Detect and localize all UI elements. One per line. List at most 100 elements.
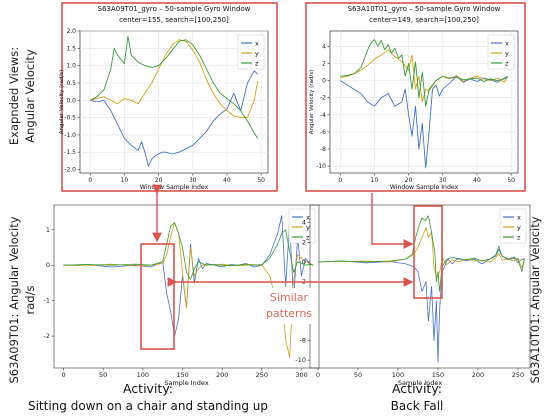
zoom_right-ytick-label: 4 — [322, 43, 326, 50]
similar-patterns-line2: patterns — [266, 307, 312, 320]
zoom_left-series-z-line — [90, 35, 259, 139]
zoom_left-subtitle: center=155, search=[100,250] — [119, 16, 229, 24]
zoom_right-xtick-label: 10 — [371, 177, 379, 184]
main_left-legend-label-y: y — [306, 223, 310, 231]
zoom_right-xtick-label: 20 — [405, 177, 413, 184]
zoom_left-ytick-label: 0.5 — [66, 80, 76, 87]
main_right-ytick-label: 2 — [302, 238, 306, 246]
zoom_left-legend-label-z: z — [255, 59, 259, 67]
chart-zoom-left: -2.0 -1.5 -1.0 -0.5 0.0 0.5 1.0 1.5 2.0 0 10 20 30 40… — [59, 5, 269, 191]
zoom_right-series-y-line — [340, 49, 509, 103]
main_right-xtick-label: 100 — [392, 371, 404, 379]
zoom_right-ytick-label: -8 — [320, 146, 326, 153]
main_right-legend-label-z: z — [517, 233, 521, 241]
main_right-legend-label-x: x — [517, 213, 521, 221]
main_right-xtick-label: 0 — [316, 371, 320, 379]
zoom_right-series-x-line — [340, 75, 508, 169]
zoom_left-xtick-label: 50 — [257, 177, 265, 184]
highlight-box-right — [413, 205, 443, 299]
right-activity-text: Back Fall — [391, 399, 444, 413]
main_left-legend-label-x: x — [306, 213, 310, 221]
zoom_right-xlabel: Window Sample Index — [390, 184, 459, 191]
zoom_left-xtick-label: 0 — [88, 177, 92, 184]
zoom_left-series-x-line — [90, 70, 259, 167]
main_left-xtick-label: 0 — [61, 371, 65, 379]
zoom_left-ytick-label: 2.0 — [66, 28, 76, 35]
main_left-ytick-label: -1 — [44, 297, 50, 305]
main_right-series-y-line — [317, 227, 525, 278]
right-activity-title: Activity: — [392, 381, 442, 396]
right-ylabel-line1: S63A10T01: Angular Velocity — [528, 216, 542, 383]
main_right-series-z-line — [317, 215, 525, 292]
zoom_left-xtick-label: 40 — [223, 177, 231, 184]
zoom_left-xtick-label: 10 — [121, 177, 129, 184]
main_right-ytick-label: 4 — [302, 219, 306, 227]
expanded-label-line1: Exapnded Views: — [7, 47, 21, 145]
zoom_left-ylabel: Angular Velocity (rad/s) — [59, 70, 65, 135]
zoom-connector-arrow-right — [371, 193, 414, 249]
zoom_right-series-z-line — [340, 39, 508, 107]
main_left-plot-area — [54, 205, 319, 368]
zoom_left-ytick-label: 0.0 — [66, 97, 76, 104]
main_right-xtick-label: 150 — [432, 371, 444, 379]
zoom_right-ytick-label: 2 — [322, 61, 326, 68]
main_left-xtick-label: 300 — [295, 371, 307, 379]
main_left-xtick-label: 150 — [176, 371, 188, 379]
zoom_right-legend — [487, 34, 515, 70]
zoom_right-xtick-label: 40 — [473, 177, 481, 184]
zoom_right-title: S63A10T01_gyro – 50-sample Gyro Window — [348, 5, 501, 13]
zoom_left-legend-label-y: y — [255, 49, 259, 57]
main_right-xlabel: Sample Index — [398, 379, 442, 387]
main_right-ytick-label: -10 — [295, 356, 306, 364]
zoom_right-ytick-label: -2 — [320, 95, 326, 102]
zoom_right-xtick-label: 50 — [507, 177, 515, 184]
zoom_left-ytick-label: -1.5 — [64, 149, 76, 156]
zoom_left-legend — [237, 34, 265, 70]
main_right-ytick-label: -8 — [300, 337, 306, 345]
main_left-xtick-label: 50 — [99, 371, 107, 379]
zoom_left-xtick-label: 20 — [155, 177, 163, 184]
main_right-legend — [499, 208, 527, 244]
zoom_left-legend-label-x: x — [255, 39, 259, 47]
highlight-box-left — [140, 243, 175, 350]
main_left-xtick-label: 100 — [137, 371, 149, 379]
zoom_right-legend-label-z: z — [505, 59, 509, 67]
expanded-label-line2: Angular Velocity — [23, 49, 37, 143]
zoom_right-xtick-label: 30 — [439, 177, 447, 184]
main_left-xtick-label: 250 — [256, 371, 268, 379]
zoom_left-xtick-label: 30 — [189, 177, 197, 184]
main_right-ytick-label: 0 — [302, 258, 306, 266]
main_right-legend-label-y: y — [517, 223, 521, 231]
zoom_right-subtitle: center=149, search=[100,250] — [369, 16, 479, 24]
zoom_left-ytick-label: -0.5 — [64, 115, 76, 122]
main_right-xtick-label: 200 — [472, 371, 484, 379]
zoom-right-frame — [305, 2, 526, 192]
zoom_left-series-y-line — [90, 39, 259, 119]
main_right-series-x-line — [317, 248, 525, 363]
similar-patterns-line1: Similar — [270, 291, 309, 304]
left-activity-title: Activity: — [123, 381, 173, 396]
left-activity-text: Sitting down on a chair and standing up — [28, 399, 268, 413]
main_right-xtick-label: 50 — [354, 371, 362, 379]
zoom_left-ytick-label: 1.5 — [66, 45, 76, 52]
main_left-series-y-line — [63, 222, 314, 358]
main_left-xlabel: Sample Index — [164, 379, 208, 387]
main_left-ytick-label: 0 — [46, 261, 50, 269]
similar-patterns-bg — [262, 288, 316, 324]
zoom_right-ylabel: Angular Velocity (rad/s) — [309, 70, 315, 135]
main_left-ytick-label: -2 — [44, 332, 50, 340]
zoom_right-legend-label-x: x — [505, 39, 509, 47]
left-ylabel-line1: S63A09T01: Angular Velocity — [7, 216, 21, 383]
zoom_right-ytick-label: -10 — [316, 163, 326, 170]
main_left-legend-label-z: z — [306, 233, 310, 241]
main_left-series-z-line — [63, 222, 314, 280]
zoom_right-xtick-label: 0 — [338, 177, 342, 184]
main_left-xtick-label: 200 — [216, 371, 228, 379]
main_left-ytick-label: 1 — [46, 226, 50, 234]
chart-main-right: -10-8-6-4-2024050100150200250Sample Inde… — [295, 204, 531, 387]
zoom_right-ytick-label: 0 — [322, 78, 326, 85]
zoom_right-ytick-label: -6 — [320, 129, 326, 136]
